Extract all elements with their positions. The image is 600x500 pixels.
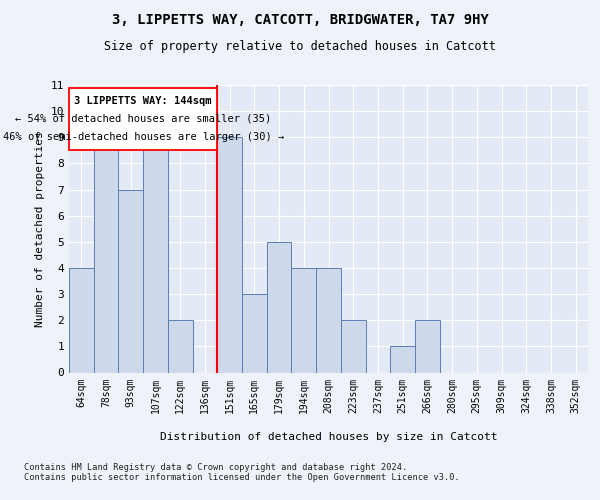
Bar (242, 294, 267, 372)
Bar (390, 346, 415, 372)
Text: ← 54% of detached houses are smaller (35): ← 54% of detached houses are smaller (35… (15, 114, 271, 124)
Bar (94, 138, 118, 372)
Bar (168, 320, 193, 372)
Text: Size of property relative to detached houses in Catcott: Size of property relative to detached ho… (104, 40, 496, 53)
Text: 46% of semi-detached houses are larger (30) →: 46% of semi-detached houses are larger (… (2, 132, 284, 141)
Bar (267, 242, 292, 372)
Bar (316, 268, 341, 372)
Bar (217, 138, 242, 372)
Bar (118, 190, 143, 372)
Bar (341, 320, 365, 372)
Text: 3, LIPPETTS WAY, CATCOTT, BRIDGWATER, TA7 9HY: 3, LIPPETTS WAY, CATCOTT, BRIDGWATER, TA… (112, 12, 488, 26)
FancyBboxPatch shape (69, 88, 217, 150)
Text: Contains HM Land Registry data © Crown copyright and database right 2024.
Contai: Contains HM Land Registry data © Crown c… (24, 462, 460, 482)
Bar (292, 268, 316, 372)
Bar (143, 138, 168, 372)
Text: 3 LIPPETTS WAY: 144sqm: 3 LIPPETTS WAY: 144sqm (74, 96, 212, 106)
Text: Distribution of detached houses by size in Catcott: Distribution of detached houses by size … (160, 432, 497, 442)
Y-axis label: Number of detached properties: Number of detached properties (35, 131, 45, 326)
Bar (415, 320, 440, 372)
Bar (69, 268, 94, 372)
